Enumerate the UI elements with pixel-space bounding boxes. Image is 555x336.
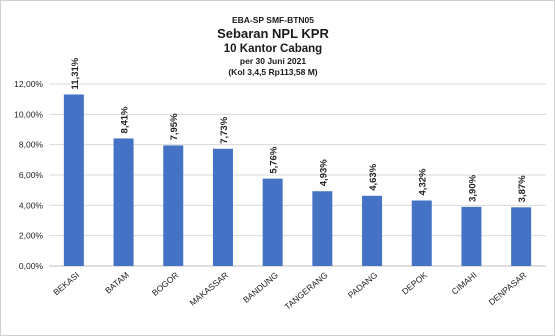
y-tick-label: 10,00% [14, 109, 43, 119]
data-label: 11,31% [70, 57, 81, 89]
title-line-5: (Kol 3,4,5 Rp113,58 M) [228, 67, 317, 77]
data-label: 4,93% [318, 159, 329, 186]
data-label: 4,63% [368, 163, 379, 190]
y-tick-label: 4,00% [19, 200, 44, 210]
bar-bogor [163, 145, 184, 266]
x-axis-ticks: BEKASI BATAM BOGOR MAKASSAR BANDUNG TANGERANG… [51, 270, 528, 312]
data-labels: 11,31% 8,41% 7,95% 7,73% 5,76% 4,93% 4,63% 4,32… [70, 57, 528, 202]
bar-tangerang [312, 191, 333, 266]
bar-denpasar [511, 207, 532, 266]
bar-bandung [262, 178, 283, 266]
y-axis-ticks: 0,00% 2,00% 4,00% 6,00% 8,00% 10,00% 12,00% [14, 79, 43, 271]
data-label: 7,73% [219, 116, 230, 143]
y-tick-label: 8,00% [19, 140, 44, 150]
data-label: 8,41% [120, 106, 131, 133]
x-tick-label: BANDUNG [241, 270, 280, 305]
y-tick-label: 6,00% [19, 170, 44, 180]
title-line-3: 10 Kantor Cabang [224, 43, 322, 55]
chart-title: EBA-SP SMF-BTN05 Sebaran NPL KPR 10 Kant… [217, 15, 329, 77]
x-tick-label: DENPASAR [487, 270, 529, 307]
y-tick-label: 0,00% [19, 261, 44, 271]
title-line-2: Sebaran NPL KPR [217, 26, 329, 41]
bar-makassar [212, 148, 233, 266]
bar-batam [113, 138, 134, 266]
x-tick-label: BATAM [103, 270, 131, 296]
y-tick-label: 12,00% [14, 79, 43, 89]
data-label: 4,32% [418, 168, 429, 195]
bar-padang [362, 195, 383, 266]
data-label: 7,95% [169, 113, 180, 140]
x-tick-label: CIMAHI [450, 270, 479, 297]
title-line-1: EBA-SP SMF-BTN05 [232, 15, 314, 25]
y-tick-label: 2,00% [19, 231, 44, 241]
title-line-4: per 30 Juni 2021 [240, 56, 306, 66]
bar-cimahi [461, 206, 482, 266]
x-tick-label: BOGOR [150, 270, 181, 298]
data-label: 5,76% [269, 146, 280, 173]
x-tick-label: PADANG [346, 270, 379, 300]
x-tick-label: TANGERANG [282, 270, 329, 312]
data-label: 3,90% [467, 174, 478, 201]
data-label: 3,87% [517, 175, 528, 202]
x-tick-label: DEPOK [400, 270, 429, 297]
bars [63, 94, 532, 266]
bar-bekasi [63, 94, 84, 266]
x-tick-label: MAKASSAR [188, 270, 231, 308]
bar-depok [411, 200, 432, 266]
x-tick-label: BEKASI [51, 270, 81, 297]
